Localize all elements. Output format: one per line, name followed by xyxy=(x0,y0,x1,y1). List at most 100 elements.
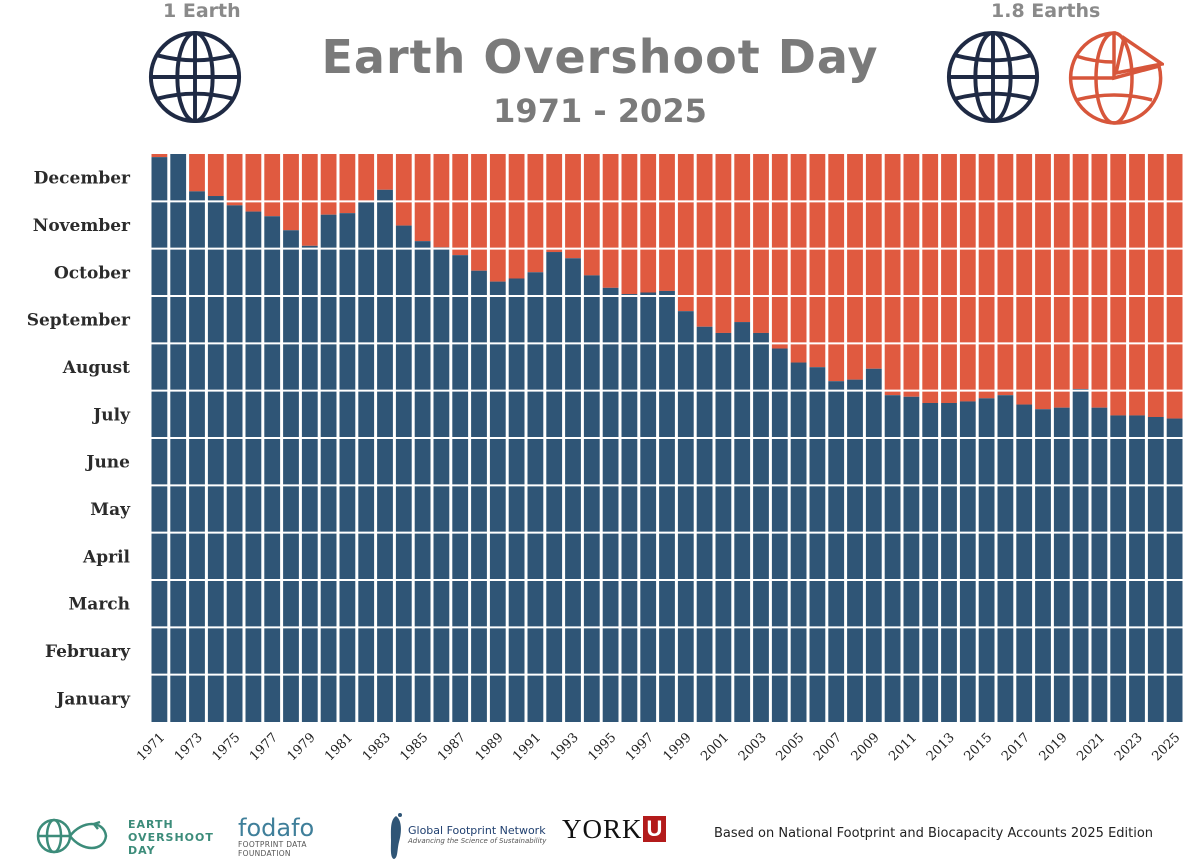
year-tick-label: 1979 xyxy=(285,730,319,764)
overshoot-day-bar xyxy=(283,230,299,722)
overshoot-day-bar xyxy=(790,362,807,722)
year-tick-label: 1983 xyxy=(360,730,394,764)
overshoot-deficit-bar xyxy=(471,154,487,271)
york-university-logo: YORK U xyxy=(562,814,667,845)
month-label: October xyxy=(54,263,131,283)
year-tick-label: 2025 xyxy=(1149,730,1183,764)
overshoot-deficit-bar xyxy=(489,154,506,282)
overshoot-deficit-bar xyxy=(865,154,882,369)
year-tick-label: 1991 xyxy=(510,730,544,764)
overshoot-deficit-bar xyxy=(1072,154,1089,389)
month-label: September xyxy=(27,311,131,331)
overshoot-deficit-bar xyxy=(452,154,469,256)
overshoot-day-bar xyxy=(734,322,751,722)
overshoot-day-bar xyxy=(1166,418,1183,722)
overshoot-day-bar xyxy=(1110,415,1127,722)
footprint-icon xyxy=(390,813,402,859)
overshoot-deficit-bar xyxy=(997,154,1014,396)
year-tick-label: 1985 xyxy=(397,730,431,764)
year-tick-label: 2009 xyxy=(849,730,883,764)
overshoot-deficit-bar xyxy=(715,154,732,333)
year-tick-label: 1997 xyxy=(623,730,657,764)
overshoot-deficit-bar xyxy=(959,154,976,402)
overshoot-deficit-bar xyxy=(283,154,299,231)
globe-icon xyxy=(148,30,242,124)
gfn-tagline: Advancing the Science of Sustainability xyxy=(408,837,547,845)
overshoot-deficit-bar xyxy=(339,154,356,214)
overshoot-day-bar xyxy=(508,278,525,722)
overshoot-deficit-bar xyxy=(771,154,788,349)
overshoot-day-bar xyxy=(1129,415,1145,722)
overshoot-deficit-bar xyxy=(941,154,957,403)
year-tick-label: 1977 xyxy=(247,730,281,764)
overshoot-day-bar xyxy=(922,402,939,722)
overshoot-day-bar xyxy=(377,189,393,723)
overshoot-deficit-bar xyxy=(414,154,431,242)
overshoot-deficit-bar xyxy=(1035,154,1051,410)
overshoot-bar-chart: December November October September August Ju… xyxy=(27,154,1184,764)
month-label: February xyxy=(45,642,131,662)
overshoot-day-bar xyxy=(151,157,168,723)
overshoot-deficit-bar xyxy=(301,154,318,246)
overshoot-deficit-bar xyxy=(226,154,243,206)
year-tick-label: 1989 xyxy=(473,730,507,764)
overshoot-deficit-bar xyxy=(847,154,863,380)
overshoot-day-bar xyxy=(696,326,713,722)
overshoot-day-bar xyxy=(189,191,205,722)
overshoot-day-bar xyxy=(264,216,281,722)
overshoot-day-bar xyxy=(865,368,882,722)
overshoot-day-bar xyxy=(997,395,1014,722)
overshoot-day-bar xyxy=(452,255,469,722)
overshoot-deficit-bar xyxy=(884,154,901,396)
overshoot-day-bar xyxy=(489,281,506,722)
logo-text-day: DAY xyxy=(128,844,156,857)
overshoot-deficit-bar xyxy=(508,154,525,279)
overshoot-day-bar xyxy=(621,294,638,722)
chart-title: Earth Overshoot Day xyxy=(321,30,879,84)
overshoot-deficit-bar xyxy=(1110,154,1127,416)
month-label: May xyxy=(90,500,131,520)
overshoot-deficit-bar xyxy=(602,154,619,288)
overshoot-deficit-bar xyxy=(621,154,638,295)
overshoot-deficit-bar xyxy=(1129,154,1145,416)
overshoot-day-bar xyxy=(1072,388,1089,722)
overshoot-deficit-bar xyxy=(978,154,995,399)
overshoot-deficit-bar xyxy=(734,154,751,323)
overshoot-day-bar xyxy=(978,398,995,722)
overshoot-deficit-bar xyxy=(264,154,281,217)
month-label: August xyxy=(62,358,130,378)
year-tick-label: 2017 xyxy=(999,730,1033,764)
month-label: March xyxy=(68,595,130,615)
month-label: January xyxy=(54,689,131,709)
overshoot-day-bar xyxy=(941,402,957,722)
overshoot-day-bar xyxy=(414,241,431,722)
overshoot-deficit-bar xyxy=(546,154,563,253)
overshoot-day-bar xyxy=(226,205,243,723)
overshoot-day-bar xyxy=(320,214,337,722)
york-u-mark: U xyxy=(642,816,667,842)
overshoot-deficit-bar xyxy=(922,154,939,403)
year-tick-label: 2021 xyxy=(1074,730,1108,764)
overshoot-day-bar xyxy=(677,311,694,722)
overshoot-deficit-bar xyxy=(527,154,544,273)
fodafo-subtitle: FOOTPRINT DATA FOUNDATION xyxy=(238,840,307,858)
overshoot-deficit-bar xyxy=(696,154,713,327)
year-tick-label: 1971 xyxy=(134,730,168,764)
year-tick-label: 1999 xyxy=(661,730,695,764)
overshoot-day-bar xyxy=(884,395,901,722)
overshoot-day-bar xyxy=(959,401,976,722)
year-tick-label: 2015 xyxy=(961,730,995,764)
year-tick-label: 2005 xyxy=(773,730,807,764)
chart-subtitle: 1971 - 2025 xyxy=(493,92,707,130)
overshoot-day-bar xyxy=(583,275,600,722)
overshoot-day-bar xyxy=(828,381,845,722)
overshoot-deficit-bar xyxy=(1166,154,1183,419)
overshoot-day-bar xyxy=(771,348,788,722)
overshoot-deficit-bar xyxy=(565,154,581,259)
infinity-globe-icon xyxy=(36,818,108,854)
month-label: June xyxy=(84,453,130,473)
overshoot-day-bar xyxy=(640,292,657,722)
overshoot-day-bar xyxy=(1016,404,1033,722)
overshoot-deficit-bar xyxy=(809,154,826,368)
year-tick-label: 1993 xyxy=(548,730,582,764)
